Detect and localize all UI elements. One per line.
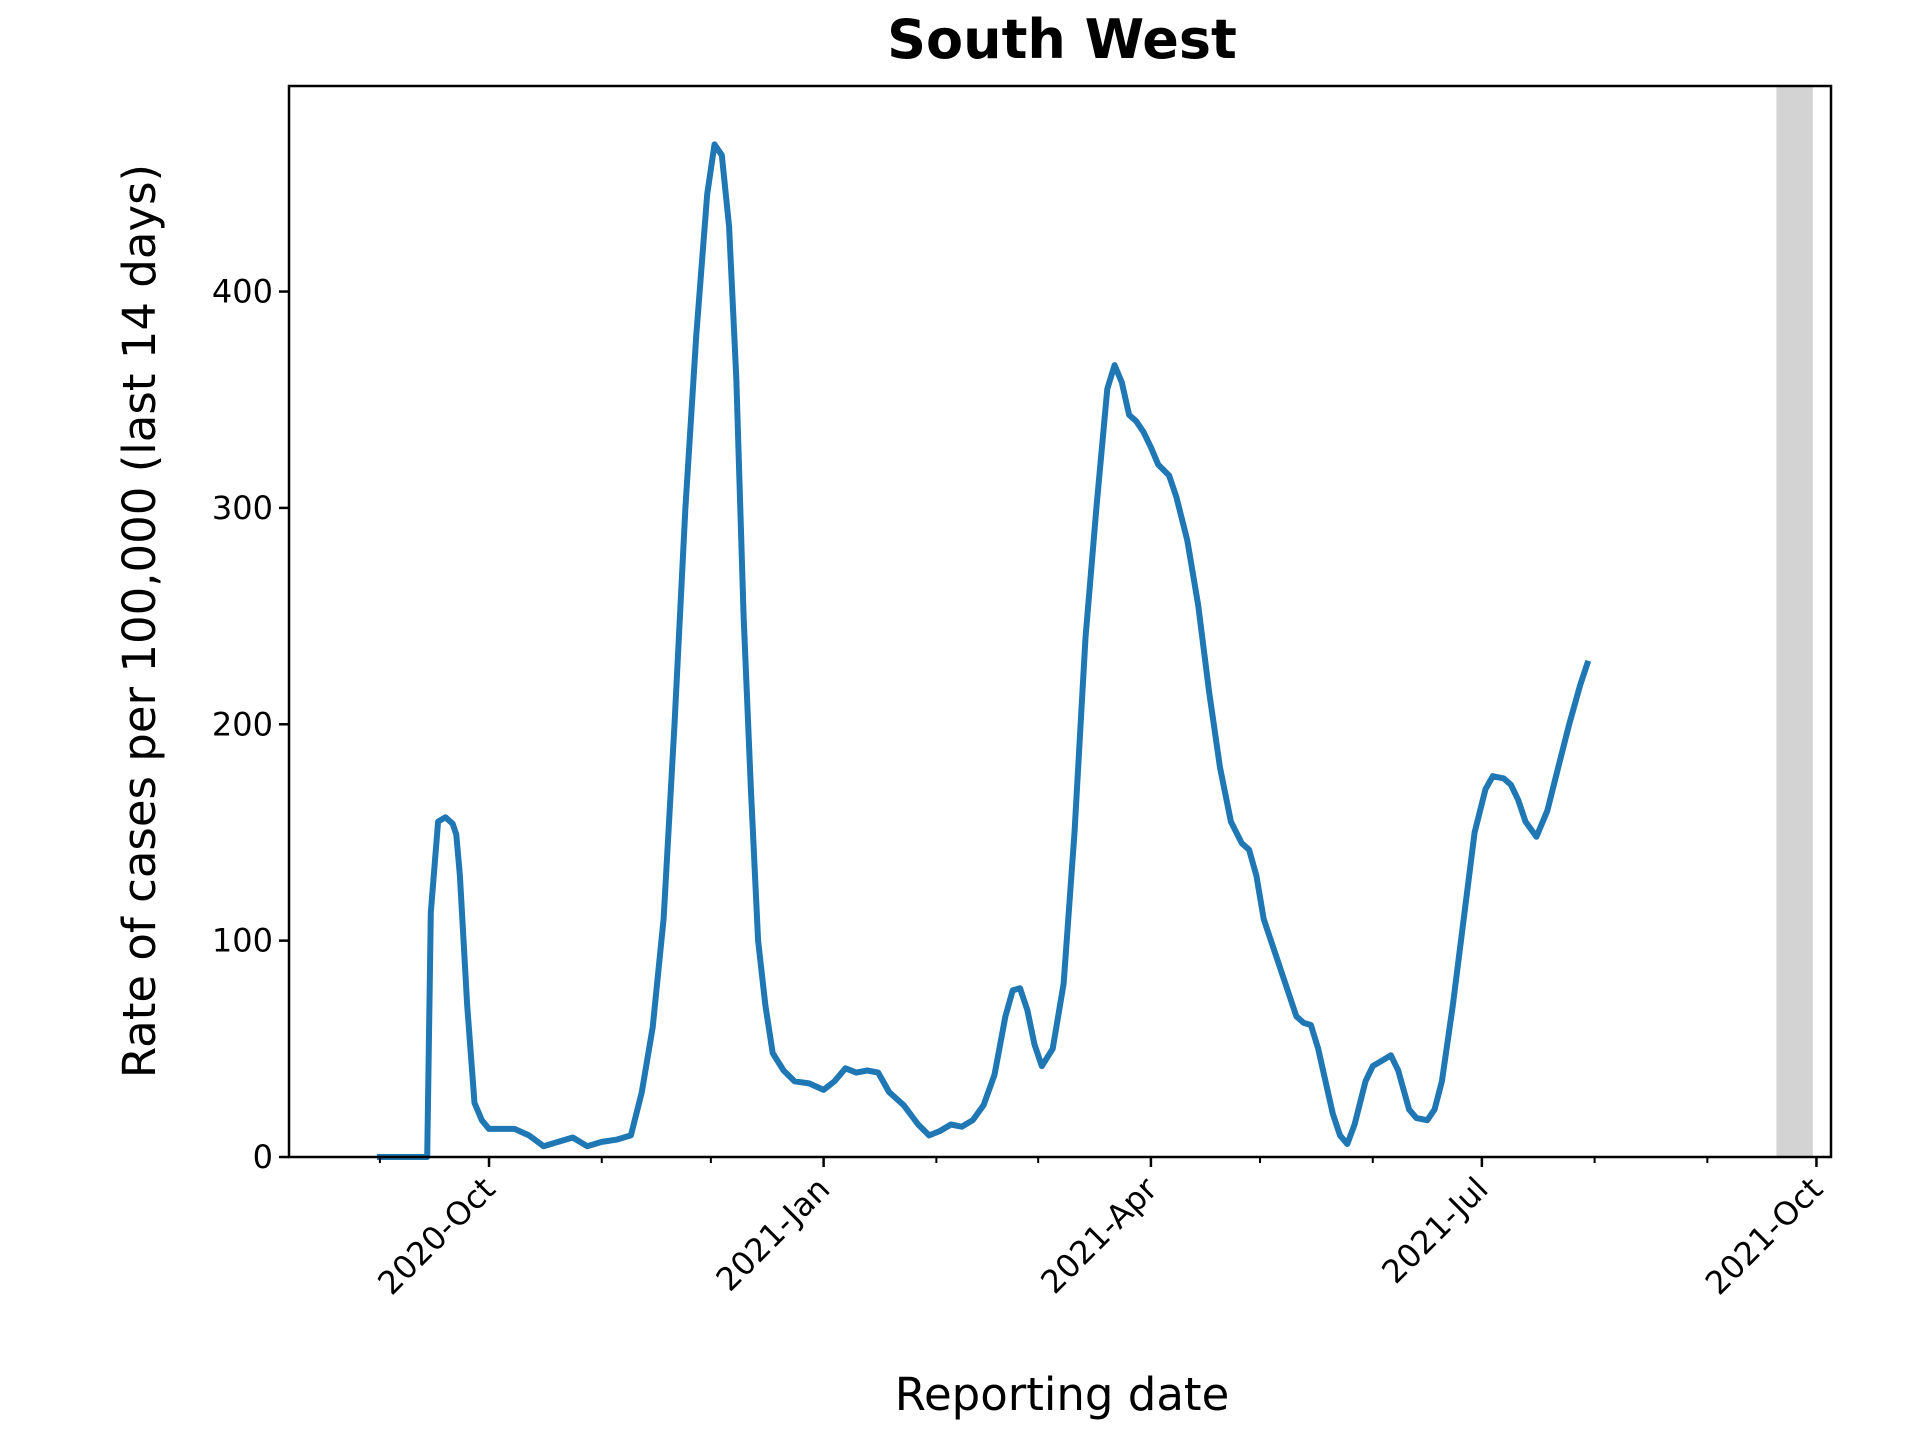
y-tick-label: 0: [253, 1138, 273, 1176]
x-axis-title: Reporting date: [895, 1368, 1230, 1421]
plot-area: [376, 86, 1813, 1160]
shaded-region: [1776, 86, 1813, 1157]
y-tick-label: 400: [212, 273, 273, 311]
chart-title: South West: [887, 8, 1237, 71]
y-axis: 0 100 200 300 400: [212, 273, 289, 1176]
series-line: [376, 141, 1592, 1160]
y-tick-label: 300: [212, 489, 273, 527]
x-tick-label: 2021-Jan: [709, 1170, 838, 1299]
x-tick-label: 2020-Oct: [370, 1170, 502, 1302]
y-axis-title: Rate of cases per 100,000 (last 14 days): [113, 164, 166, 1078]
plot-frame: [287, 84, 1833, 1159]
x-axis: 2020-Oct 2021-Jan 2021-Apr 2021-Jul 2021-Oct: [370, 1157, 1830, 1302]
x-tick-label: 2021-Jul: [1374, 1170, 1495, 1291]
x-tick-label: 2021-Oct: [1698, 1170, 1830, 1302]
y-tick-label: 200: [212, 705, 273, 743]
x-tick-label: 2021-Apr: [1033, 1169, 1165, 1301]
y-tick-label: 100: [212, 922, 273, 960]
